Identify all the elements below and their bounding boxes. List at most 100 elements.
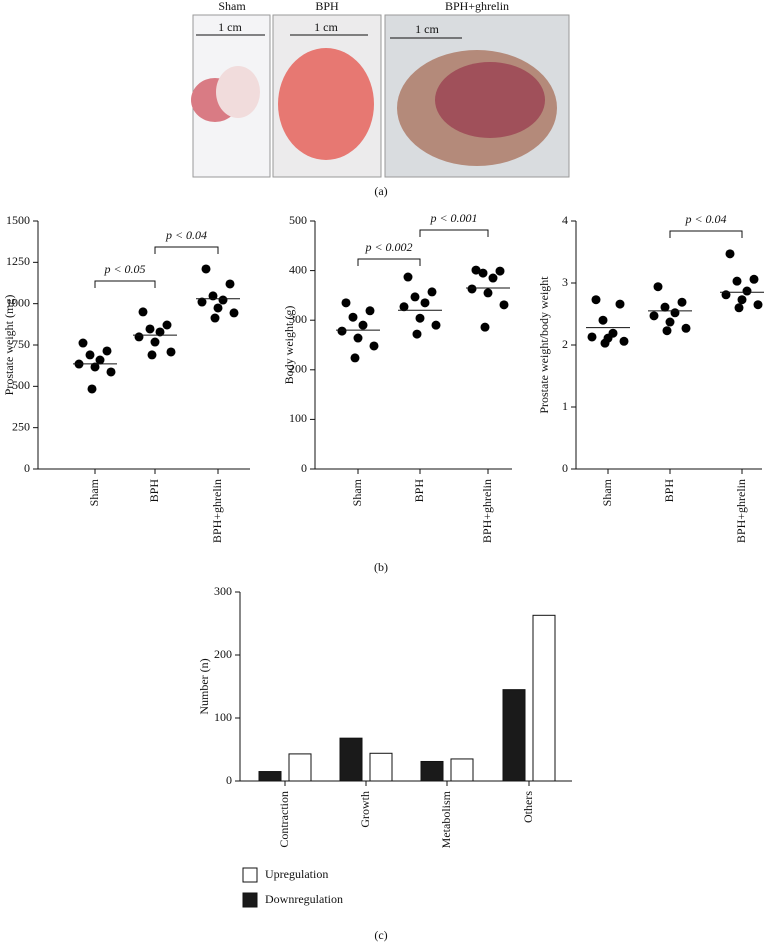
data-point <box>358 320 368 330</box>
data-point <box>670 308 680 318</box>
data-point <box>213 303 223 313</box>
data-point <box>412 329 422 339</box>
data-point <box>106 367 116 377</box>
y-tick-label: 750 <box>12 337 30 351</box>
significance-bracket <box>357 258 421 266</box>
photo-panel: Sham BPH BPH+ghrelin 1 cm 1 cm 1 cm <box>191 0 570 178</box>
y-tick-label: 500 <box>12 378 30 392</box>
y-tick-label: 1 <box>562 399 568 413</box>
y-tick-label: 1500 <box>6 213 30 227</box>
y-tick-label: 100 <box>289 411 307 425</box>
legend-label: Downregulation <box>265 892 343 906</box>
data-point <box>353 333 363 343</box>
bar <box>502 689 526 782</box>
x-tick-label: BPH <box>412 479 426 503</box>
data-point <box>681 323 691 333</box>
data-point <box>225 279 235 289</box>
significance-label: p < 0.002 <box>364 240 412 254</box>
data-point <box>420 298 430 308</box>
y-tick-label: 2 <box>562 337 568 351</box>
data-point <box>499 300 509 310</box>
data-point <box>95 355 105 365</box>
data-point <box>742 286 752 296</box>
data-point <box>138 307 148 317</box>
y-tick-label: 200 <box>214 647 232 661</box>
y-tick-label: 300 <box>214 584 232 598</box>
significance-bracket <box>94 280 156 288</box>
data-point <box>134 332 144 342</box>
x-tick-label: Sham <box>87 478 101 506</box>
data-point <box>162 320 172 330</box>
data-point <box>341 298 351 308</box>
data-point <box>350 353 360 363</box>
data-point <box>431 320 441 330</box>
tissue <box>278 48 374 160</box>
data-point <box>480 322 490 332</box>
data-point <box>483 288 493 298</box>
data-point <box>229 308 239 318</box>
x-tick-label: Sham <box>600 478 614 506</box>
y-tick-label: 100 <box>214 710 232 724</box>
y-tick-label: 1250 <box>6 254 30 268</box>
data-point <box>591 295 601 305</box>
x-tick-label: Sham <box>350 478 364 506</box>
y-tick-label: 0 <box>562 461 568 475</box>
data-point <box>218 295 228 305</box>
y-tick-label: 400 <box>289 262 307 276</box>
data-point <box>660 302 670 312</box>
data-point <box>147 350 157 360</box>
legend-swatch <box>242 892 258 908</box>
data-point <box>467 284 477 294</box>
data-point <box>677 297 687 307</box>
data-point <box>753 300 763 310</box>
y-tick-label: 500 <box>289 213 307 227</box>
bar <box>288 753 312 782</box>
y-tick-label: 250 <box>12 419 30 433</box>
data-point <box>665 317 675 327</box>
group-label: BPH+ghrelin <box>445 0 509 13</box>
scale-label: 1 cm <box>415 22 439 36</box>
y-tick-label: 200 <box>289 362 307 376</box>
x-tick-label: Others <box>521 791 535 823</box>
scale-label: 1 cm <box>218 20 242 34</box>
group-label: BPH <box>315 0 339 13</box>
data-point <box>410 292 420 302</box>
data-point <box>403 272 413 282</box>
data-point <box>587 332 597 342</box>
scale-label: 1 cm <box>314 20 338 34</box>
data-point <box>619 336 629 346</box>
data-point <box>87 384 97 394</box>
data-point <box>415 313 425 323</box>
y-tick-label: 0 <box>226 773 232 787</box>
y-tick-label: 1000 <box>6 295 30 309</box>
data-point <box>85 350 95 360</box>
y-tick-label: 300 <box>289 312 307 326</box>
bar <box>532 614 556 782</box>
x-tick-label: BPH+ghrelin <box>480 479 494 543</box>
x-tick-label: Contraction <box>277 791 291 848</box>
y-tick-label: 4 <box>562 213 568 227</box>
data-point <box>734 303 744 313</box>
data-point <box>208 291 218 301</box>
data-point <box>649 311 659 321</box>
data-point <box>598 315 608 325</box>
bar <box>258 771 282 782</box>
x-tick-label: BPH+ghrelin <box>734 479 748 543</box>
data-point <box>732 276 742 286</box>
data-point <box>725 249 735 259</box>
data-point <box>495 266 505 276</box>
data-point <box>150 337 160 347</box>
x-tick-label: Growth <box>358 791 372 828</box>
y-axis-label: Number (n) <box>197 658 211 714</box>
data-point <box>78 338 88 348</box>
significance-bracket <box>669 230 743 238</box>
bar <box>369 752 393 782</box>
significance-bracket <box>419 229 489 237</box>
data-point <box>155 327 165 337</box>
bar <box>339 737 363 782</box>
significance-label: p < 0.04 <box>684 212 726 226</box>
tissue <box>216 66 260 118</box>
data-point <box>488 273 498 283</box>
bar <box>420 760 444 782</box>
